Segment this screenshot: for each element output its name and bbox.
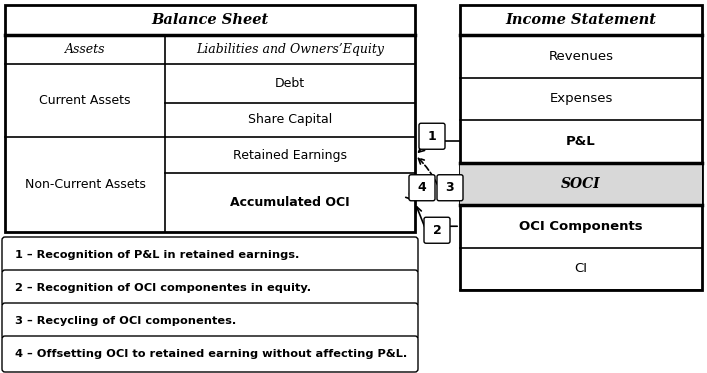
- FancyBboxPatch shape: [2, 270, 418, 306]
- Text: Accumulated OCI: Accumulated OCI: [230, 196, 350, 209]
- Text: CI: CI: [575, 262, 588, 275]
- Bar: [460, 163, 702, 205]
- Text: Debt: Debt: [275, 77, 305, 90]
- Text: Liabilities and Owners’Equity: Liabilities and Owners’Equity: [196, 43, 384, 56]
- Text: 4 – Offsetting OCI to retained earning without affecting P&L.: 4 – Offsetting OCI to retained earning w…: [15, 349, 407, 359]
- Text: Current Assets: Current Assets: [40, 94, 131, 107]
- Text: Assets: Assets: [65, 43, 105, 56]
- Text: Share Capital: Share Capital: [248, 113, 332, 126]
- FancyBboxPatch shape: [2, 303, 418, 339]
- Bar: [460, 5, 702, 290]
- FancyBboxPatch shape: [409, 175, 435, 201]
- Text: Expenses: Expenses: [549, 92, 613, 105]
- FancyBboxPatch shape: [2, 237, 418, 273]
- Text: 1 – Recognition of P&L in retained earnings.: 1 – Recognition of P&L in retained earni…: [15, 250, 299, 260]
- Text: OCI Components: OCI Components: [519, 220, 643, 233]
- Bar: [5, 5, 415, 232]
- Text: Retained Earnings: Retained Earnings: [233, 148, 347, 162]
- Text: Revenues: Revenues: [549, 50, 614, 63]
- Text: 2: 2: [433, 224, 441, 237]
- FancyBboxPatch shape: [424, 217, 450, 243]
- Text: 3: 3: [445, 181, 455, 194]
- Text: Non-Current Assets: Non-Current Assets: [25, 178, 146, 191]
- FancyBboxPatch shape: [2, 336, 418, 372]
- Text: Balance Sheet: Balance Sheet: [151, 13, 269, 27]
- FancyBboxPatch shape: [437, 175, 463, 201]
- Text: 3 – Recycling of OCI componentes.: 3 – Recycling of OCI componentes.: [15, 316, 236, 326]
- Text: P&L: P&L: [566, 135, 596, 148]
- Text: 4: 4: [418, 181, 426, 194]
- Text: SOCI: SOCI: [561, 177, 601, 191]
- Text: 1: 1: [428, 130, 436, 143]
- Text: 2 – Recognition of OCI componentes in equity.: 2 – Recognition of OCI componentes in eq…: [15, 283, 311, 293]
- FancyBboxPatch shape: [419, 123, 445, 149]
- Text: Income Statement: Income Statement: [506, 13, 657, 27]
